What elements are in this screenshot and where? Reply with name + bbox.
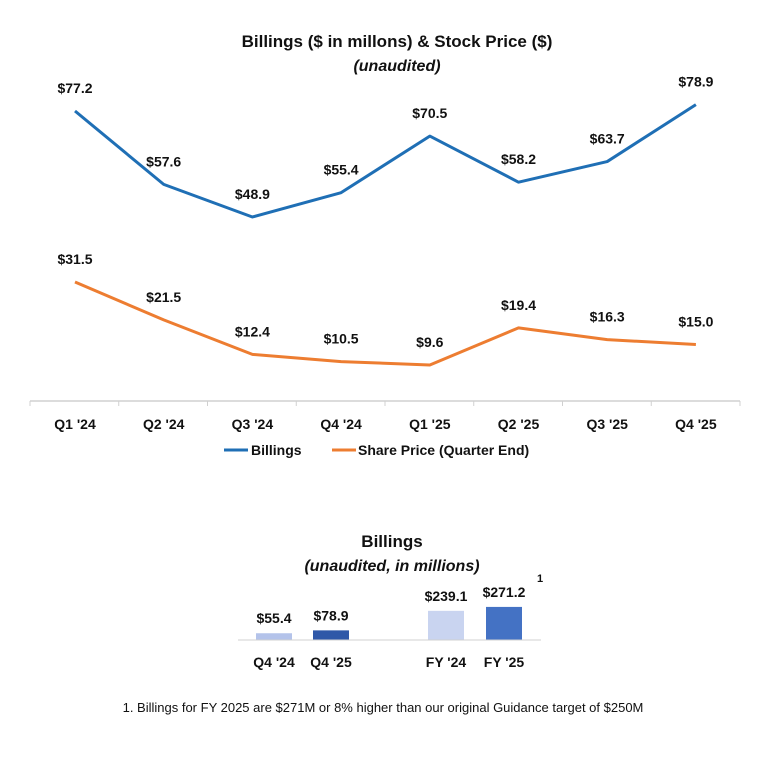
x-tick-label: Q1 '25 — [409, 416, 451, 432]
chart-subtitle: (unaudited) — [353, 58, 440, 75]
data-label: $21.5 — [146, 289, 181, 305]
series-line-billings — [74, 103, 697, 219]
bar-chart-title: Billings — [361, 532, 422, 551]
data-label: $70.5 — [412, 105, 447, 121]
series-line-share-price — [74, 280, 696, 367]
data-label: $58.2 — [501, 151, 536, 167]
bar-data-label: $78.9 — [313, 607, 348, 623]
data-label: $48.9 — [235, 186, 270, 202]
data-label: $63.7 — [590, 131, 625, 147]
footnote-marker: 1 — [537, 573, 543, 585]
bar-fy25 — [486, 606, 522, 640]
chart-title: Billings ($ in millons) & Stock Price ($… — [242, 32, 553, 51]
bar-x-label: Q4 '25 — [310, 654, 352, 670]
bar-data-label: $55.4 — [256, 610, 291, 626]
bar-data-label: $239.1 — [425, 588, 468, 604]
bar-x-label: Q4 '24 — [253, 654, 295, 670]
x-tick-label: Q3 '24 — [232, 416, 274, 432]
bar-chart-subtitle: (unaudited, in millions) — [304, 558, 479, 575]
footnote: 1. Billings for FY 2025 are $271M or 8% … — [122, 700, 644, 715]
x-tick-label: Q2 '24 — [143, 416, 185, 432]
data-label: $12.4 — [235, 323, 270, 339]
data-label: $78.9 — [678, 74, 713, 90]
x-tick-label: Q1 '24 — [54, 416, 96, 432]
data-label: $15.0 — [678, 314, 713, 330]
data-label: $19.4 — [501, 297, 536, 313]
bar-fy24 — [428, 610, 464, 640]
x-tick-label: Q2 '25 — [498, 416, 540, 432]
bar-x-label: FY '25 — [484, 654, 525, 670]
data-label: $77.2 — [57, 80, 92, 96]
bar-q425 — [313, 630, 349, 640]
data-label: $55.4 — [324, 162, 359, 178]
x-tick-label: Q4 '24 — [320, 416, 362, 432]
data-label: $10.5 — [324, 331, 359, 347]
data-label: $16.3 — [590, 309, 625, 325]
data-label: $31.5 — [57, 251, 92, 267]
x-tick-label: Q4 '25 — [675, 416, 717, 432]
x-tick-label: Q3 '25 — [586, 416, 628, 432]
data-label: $9.6 — [416, 334, 443, 350]
data-label: $57.6 — [146, 153, 181, 169]
legend-label-billings: Billings — [251, 442, 302, 458]
bar-data-label: $271.2 — [483, 584, 526, 600]
bar-x-label: FY '24 — [426, 654, 467, 670]
bar-q424 — [256, 633, 292, 640]
legend-label-share-price: Share Price (Quarter End) — [358, 442, 529, 458]
